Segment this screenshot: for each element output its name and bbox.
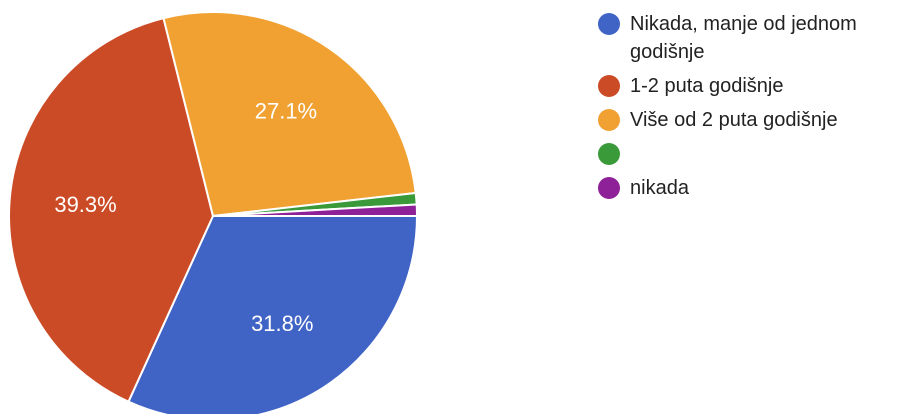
- legend-label: nikada: [630, 177, 689, 199]
- legend-label: 1-2 puta godišnje: [630, 75, 784, 97]
- legend-swatch: [598, 109, 620, 131]
- legend-swatch: [598, 13, 620, 35]
- slice-data-label: 27.1%: [255, 98, 317, 123]
- pie-slice[interactable]: [8, 17, 214, 403]
- legend-item[interactable]: Nikada, manje od jednom godišnje: [598, 10, 918, 66]
- legend-item[interactable]: Više od 2 puta godišnje: [598, 106, 918, 134]
- legend-swatch: [598, 177, 620, 199]
- chart-legend: Nikada, manje od jednom godišnje 1-2 put…: [598, 10, 918, 208]
- legend-swatch: [598, 75, 620, 97]
- pie-slice[interactable]: [127, 215, 418, 414]
- legend-item[interactable]: 1-2 puta godišnje: [598, 72, 918, 100]
- legend-item[interactable]: [598, 140, 918, 168]
- pie-slice[interactable]: [162, 11, 417, 217]
- slice-data-label: 31.8%: [251, 311, 313, 336]
- legend-swatch: [598, 143, 620, 165]
- legend-label: Nikada, manje od jednom godišnje: [630, 13, 857, 63]
- slice-data-label: 39.3%: [54, 192, 116, 217]
- legend-item[interactable]: nikada: [598, 174, 918, 202]
- pie-slice[interactable]: [212, 203, 418, 217]
- legend-label: Više od 2 puta godišnje: [630, 109, 838, 131]
- pie-chart-svg: 31.8% 39.3% 27.1%: [8, 11, 418, 414]
